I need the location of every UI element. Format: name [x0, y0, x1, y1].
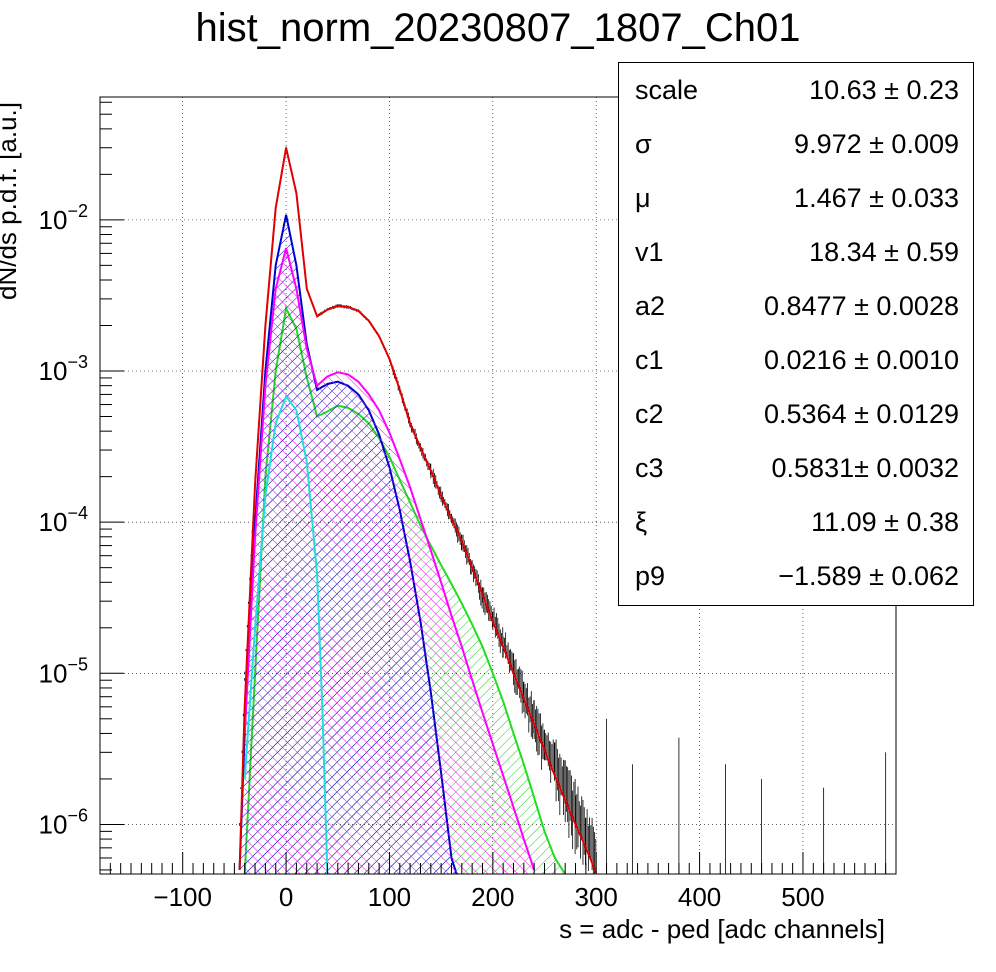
- data-layer: [238, 146, 887, 874]
- stat-row: ξ 11.09 ± 0.38: [619, 503, 975, 543]
- y-tick-label: 10−6: [39, 805, 88, 839]
- stat-value: 9.972 ± 0.009: [794, 129, 959, 159]
- stat-row: p9 −1.589 ± 0.062: [619, 557, 975, 597]
- stat-row: c1 0.0216 ± 0.0010: [619, 341, 975, 381]
- stat-name: σ: [635, 129, 652, 159]
- y-tick-label: 10−2: [39, 201, 88, 235]
- chart-title: hist_norm_20230807_1807_Ch01: [195, 6, 801, 50]
- x-tick-label: 100: [368, 882, 411, 912]
- stat-value: 0.5364 ± 0.0129: [764, 399, 959, 429]
- x-tick-label: 200: [471, 882, 514, 912]
- stat-name: c2: [635, 399, 664, 429]
- series-3-line: [243, 247, 536, 871]
- fit-stats-box: scale 10.63 ± 0.23 σ 9.972 ± 0.009 μ 1.467 ± …: [618, 62, 974, 606]
- stat-value: 18.34 ± 0.59: [809, 237, 959, 267]
- stat-name: μ: [635, 183, 651, 213]
- stat-value: 0.8477 ± 0.0028: [764, 291, 959, 321]
- x-tick-label: 300: [575, 882, 618, 912]
- stat-row: v1 18.34 ± 0.59: [619, 233, 975, 273]
- stat-row: c2 0.5364 ± 0.0129: [619, 395, 975, 435]
- x-axis-label: s = adc - ped [adc channels]: [559, 914, 885, 944]
- stat-value: 11.09 ± 0.38: [811, 507, 959, 537]
- stat-value: 0.5831± 0.0032: [771, 453, 959, 483]
- stat-name: p9: [635, 561, 666, 591]
- x-tick-label: 0: [279, 882, 293, 912]
- stat-row: σ 9.972 ± 0.009: [619, 125, 975, 165]
- y-tick-label: 10−5: [39, 654, 88, 688]
- series-3-fill: [244, 248, 535, 874]
- stat-name: c1: [635, 345, 664, 375]
- x-tick-label: −100: [153, 882, 212, 912]
- x-tick-label: 500: [781, 882, 824, 912]
- x-tick-label: 400: [678, 882, 721, 912]
- series-1-line: [238, 147, 598, 873]
- y-tick-label: 10−3: [39, 352, 88, 386]
- stat-name: c3: [635, 453, 664, 483]
- stat-row: μ 1.467 ± 0.033: [619, 179, 975, 219]
- stat-row: c3 0.5831± 0.0032: [619, 449, 975, 489]
- stat-value: 10.63 ± 0.23: [809, 75, 959, 105]
- stat-value: 0.0216 ± 0.0010: [764, 345, 959, 375]
- series-5-line: [243, 394, 329, 874]
- stat-row: a2 0.8477 ± 0.0028: [619, 287, 975, 327]
- stat-name: v1: [635, 237, 664, 267]
- ticks: −100 0 100 200 300 400 500 10−2 10−3 10−4 10−5 10−6: [39, 101, 887, 912]
- stat-value: 1.467 ± 0.033: [794, 183, 959, 213]
- y-tick-label: 10−4: [39, 503, 88, 537]
- stat-row: scale 10.63 ± 0.23: [619, 71, 975, 111]
- stat-name: ξ: [635, 507, 648, 537]
- y-axis-label: dN/ds p.d.f. [a.u.]: [0, 102, 22, 300]
- stat-value: −1.589 ± 0.062: [778, 561, 959, 591]
- stat-name: scale: [635, 75, 699, 105]
- stat-name: a2: [635, 291, 666, 321]
